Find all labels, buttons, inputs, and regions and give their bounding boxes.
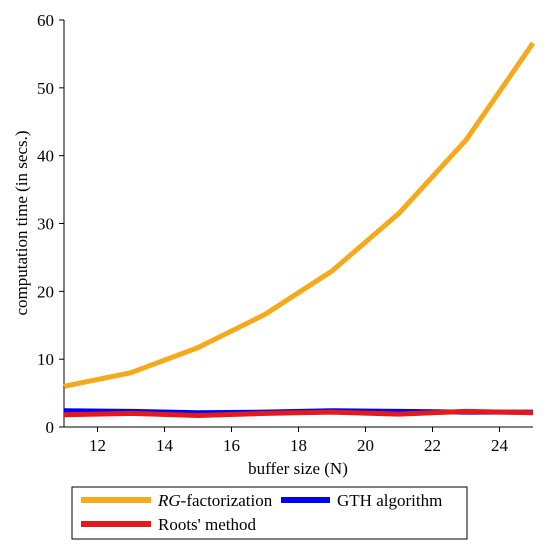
x-tick-label: 14 bbox=[156, 436, 174, 455]
series-line-rg-factorization bbox=[63, 41, 536, 389]
y-tick-label: 30 bbox=[37, 215, 54, 234]
y-tick-label: 50 bbox=[37, 79, 54, 98]
x-tick-label: 20 bbox=[357, 436, 374, 455]
y-tick-label: 0 bbox=[46, 418, 55, 437]
y-tick-label: 20 bbox=[37, 282, 54, 301]
y-tick-label: 60 bbox=[37, 11, 54, 30]
legend-label-rg-factorization: RG-factorization bbox=[157, 491, 273, 510]
x-tick-label: 12 bbox=[89, 436, 106, 455]
legend-frame bbox=[71, 486, 468, 540]
legend: RG-factorization GTH algorithm Roots' me… bbox=[71, 486, 468, 540]
y-tick-label: 40 bbox=[37, 147, 54, 166]
legend-label-rg-italic: RG bbox=[157, 491, 181, 510]
x-tick-label: 24 bbox=[491, 436, 509, 455]
series-lines bbox=[63, 41, 536, 418]
x-tick-label: 16 bbox=[223, 436, 240, 455]
y-tick-label: 10 bbox=[37, 350, 54, 369]
x-axis-title: buffer size (N) bbox=[248, 459, 348, 478]
x-tick-label: 22 bbox=[424, 436, 441, 455]
axes bbox=[63, 20, 533, 428]
series-line-roots-method bbox=[63, 408, 534, 418]
legend-label-gth-algorithm: GTH algorithm bbox=[337, 491, 442, 510]
y-axis-ticks: 0 10 20 30 40 50 60 bbox=[37, 11, 64, 437]
x-tick-label: 18 bbox=[290, 436, 307, 455]
x-axis-ticks: 12 14 16 18 20 22 24 bbox=[89, 427, 509, 455]
legend-label-rg-rest: -factorization bbox=[181, 491, 273, 510]
legend-label-roots-method: Roots' method bbox=[158, 515, 256, 534]
y-axis-title: computation time (in secs.) bbox=[12, 130, 31, 315]
